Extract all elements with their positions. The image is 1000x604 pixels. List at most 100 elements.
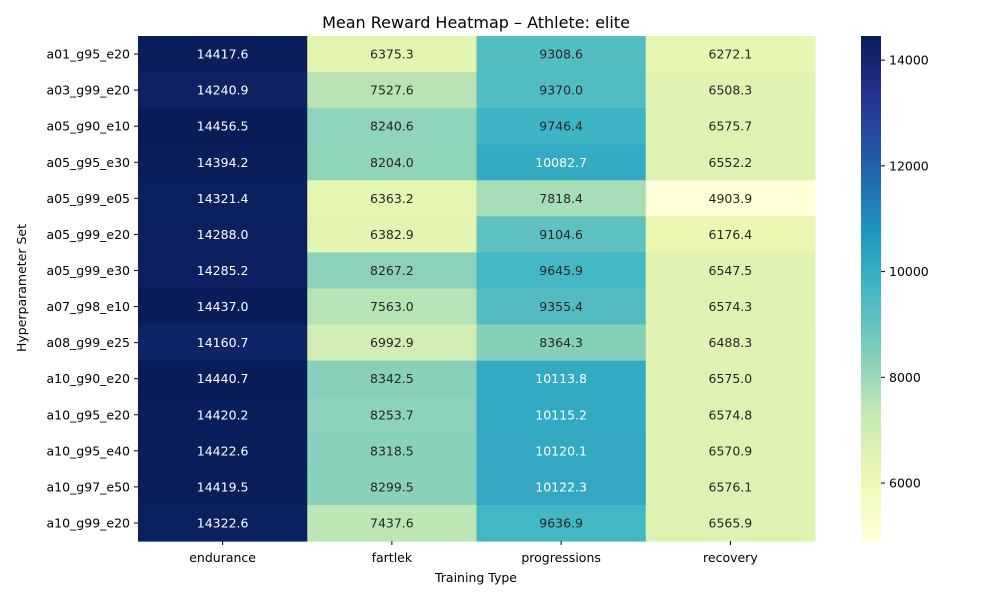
x-tick-label: recovery (703, 550, 758, 565)
heatmap-cell (645, 396, 816, 434)
heatmap-cell (138, 396, 308, 434)
heatmap-cell (138, 252, 308, 290)
cell-value-label: 9355.4 (539, 299, 583, 314)
heatmap-cell (476, 252, 647, 290)
heatmap-cell (476, 36, 647, 73)
cell-value-label: 7818.4 (539, 191, 583, 206)
cell-value-label: 6552.2 (709, 155, 753, 170)
heatmap-cell (645, 288, 816, 326)
heatmap-cell (476, 396, 647, 434)
cell-value-label: 8240.6 (370, 119, 414, 134)
cell-value-label: 14321.4 (197, 191, 249, 206)
y-tick-label: a01_g95_e20 (46, 47, 130, 62)
cell-value-label: 6575.7 (709, 119, 753, 134)
heatmap-cell (138, 36, 308, 73)
heatmap-cell (138, 180, 308, 217)
cell-value-label: 6272.1 (709, 47, 753, 62)
chart-title: Mean Reward Heatmap – Athlete: elite (322, 13, 630, 32)
heatmap-cell (476, 108, 647, 145)
cell-value-label: 6992.9 (370, 335, 414, 350)
cell-value-label: 7563.0 (370, 299, 414, 314)
cell-value-label: 6488.3 (709, 335, 753, 350)
heatmap-cell (307, 396, 478, 434)
heatmap-cell (307, 252, 478, 290)
cell-value-label: 8204.0 (370, 155, 414, 170)
cell-value-label: 8364.3 (539, 335, 583, 350)
colorbar-tick-label: 6000 (889, 476, 921, 491)
x-tick-label: endurance (189, 550, 256, 565)
y-tick-label: a03_g99_e20 (46, 83, 130, 98)
y-tick-label: a05_g99_e05 (46, 191, 130, 206)
x-tick-label: fartlek (372, 550, 413, 565)
cell-value-label: 6547.5 (709, 263, 753, 278)
cell-value-label: 10082.7 (535, 155, 587, 170)
y-tick-label: a05_g99_e20 (46, 227, 130, 242)
heatmap-cell (307, 324, 478, 362)
colorbar: 6000 8000 10000 12000 14000 (861, 36, 929, 541)
colorbar-gradient (861, 36, 881, 541)
cell-value-label: 9370.0 (539, 83, 583, 98)
heatmap-cell (476, 324, 647, 362)
colorbar-tick-label: 8000 (889, 370, 921, 385)
cell-value-label: 9636.9 (539, 515, 583, 530)
heatmap-cell (645, 252, 816, 290)
cell-value-label: 14417.6 (197, 47, 249, 62)
heatmap-cell (307, 72, 478, 109)
heatmap-cell (476, 216, 647, 254)
heatmap-cell (645, 180, 816, 217)
cell-value-label: 6176.4 (709, 227, 753, 242)
heatmap-cell (307, 144, 478, 181)
cell-value-label: 14160.7 (197, 335, 249, 350)
y-tick-label: a08_g99_e25 (46, 335, 130, 350)
cell-value-label: 9746.4 (539, 119, 583, 134)
colorbar-tick-label: 12000 (889, 158, 929, 173)
heatmap-cell (138, 72, 308, 109)
y-tick-label: a05_g99_e30 (46, 263, 130, 278)
heatmap-cell (307, 180, 478, 217)
y-tick-label: a10_g90_e20 (46, 371, 130, 386)
cell-value-label: 4903.9 (709, 191, 753, 206)
y-tick-label: a10_g95_e20 (46, 407, 130, 422)
heatmap-cell (138, 360, 308, 398)
cell-value-label: 10120.1 (535, 443, 587, 458)
heatmap-cell (645, 360, 816, 398)
cell-value-label: 9645.9 (539, 263, 583, 278)
heatmap-cell (307, 288, 478, 326)
cell-value-label: 14322.6 (197, 515, 249, 530)
heatmap-cell (307, 216, 478, 254)
cell-value-label: 14394.2 (197, 155, 249, 170)
heatmap-cell (476, 288, 647, 326)
cell-value-label: 8253.7 (370, 407, 414, 422)
heatmap-cells: 14417.6 6375.3 9308.6 6272.1 14240.9 7527.6 93… (138, 36, 816, 542)
colorbar-tick-label: 10000 (889, 264, 929, 279)
cell-value-label: 14437.0 (197, 299, 249, 314)
cell-value-label: 6576.1 (709, 479, 753, 494)
cell-value-label: 6574.3 (709, 299, 753, 314)
heatmap-cell (138, 216, 308, 254)
heatmap-cell (138, 432, 308, 470)
heatmap-cell (307, 432, 478, 470)
heatmap-cell (307, 360, 478, 398)
cell-value-label: 6382.9 (370, 227, 414, 242)
heatmap-cell (138, 108, 308, 145)
y-tick-label: a10_g95_e40 (46, 443, 130, 458)
cell-value-label: 14240.9 (197, 83, 249, 98)
heatmap-cell (645, 72, 816, 109)
heatmap-cell (645, 324, 816, 362)
heatmap-cell (476, 504, 647, 542)
x-axis-label: Training Type (434, 570, 517, 585)
colorbar-tick-label: 14000 (889, 53, 929, 68)
heatmap-cell (645, 504, 816, 542)
cell-value-label: 6508.3 (709, 83, 753, 98)
cell-value-label: 6574.8 (709, 407, 753, 422)
heatmap-cell (307, 36, 478, 73)
heatmap-cell (645, 468, 816, 506)
cell-value-label: 6570.9 (709, 443, 753, 458)
cell-value-label: 7437.6 (370, 515, 414, 530)
heatmap-cell (307, 108, 478, 145)
y-tick-label: a07_g98_e10 (46, 299, 130, 314)
heatmap-cell (645, 108, 816, 145)
colorbar-ticks: 6000 8000 10000 12000 14000 (881, 53, 929, 491)
cell-value-label: 10113.8 (535, 371, 587, 386)
